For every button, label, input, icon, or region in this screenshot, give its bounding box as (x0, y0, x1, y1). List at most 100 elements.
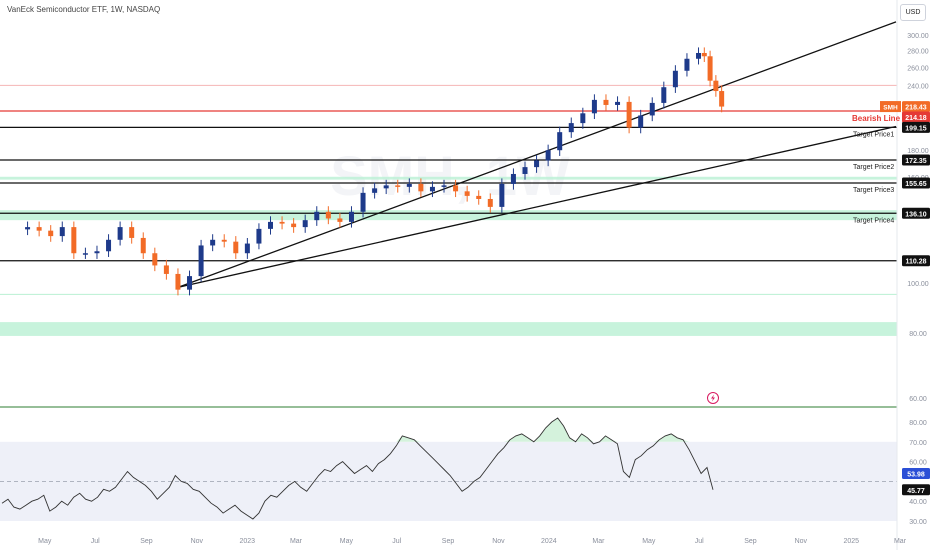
candle-body (499, 183, 505, 207)
target-price-tag-3: 155.65 (905, 181, 927, 188)
rsi-value-tag-2-bg (902, 484, 930, 496)
candle-body (707, 56, 713, 81)
candle-body (510, 173, 516, 184)
time-axis-label: Mar (290, 538, 303, 545)
lightning-icon (711, 394, 715, 402)
time-axis-label: May (340, 538, 354, 545)
candle-body (348, 211, 354, 222)
time-axis-label: Sep (744, 538, 757, 545)
price-tick-label: 60.00 (909, 396, 927, 403)
candle-body (429, 186, 435, 192)
price-tick-label: 260.00 (907, 65, 929, 72)
candle-body (337, 218, 343, 222)
candle-body (140, 237, 146, 254)
candle-body (545, 150, 551, 161)
candle-body (198, 245, 204, 277)
price-tick-label: 100.00 (907, 281, 929, 288)
candle-body (221, 239, 227, 242)
target-label-3: Target Price3 (853, 187, 894, 194)
rsi-value-tag-2: 45.77 (907, 488, 925, 495)
candle-body (487, 198, 493, 207)
time-axis-label: Sep (140, 538, 153, 545)
price-tick-label: 280.00 (907, 49, 929, 56)
candle-body (383, 185, 389, 189)
target-price-tag-5: 110.28 (905, 259, 926, 266)
price-tick-label: 180.00 (907, 148, 929, 155)
target-price-tag-2-bg (902, 154, 930, 166)
trendline-2 (177, 125, 897, 288)
candle-body (580, 113, 586, 124)
candle-body (557, 132, 563, 151)
candle-body (59, 227, 65, 237)
target-label-1: Target Price1 (853, 131, 894, 138)
candle-body (48, 230, 54, 237)
candle-body (418, 183, 424, 192)
candle-body (464, 191, 470, 196)
candle-body (71, 227, 77, 254)
time-axis-label: Nov (492, 538, 505, 545)
time-axis-label: Sep (442, 538, 455, 545)
time-axis-label: Jul (91, 538, 100, 545)
time-axis-label: 2023 (239, 538, 255, 545)
candle-body (713, 80, 719, 92)
candle-body (701, 52, 707, 57)
time-axis-label: Mar (592, 538, 605, 545)
candle-body (325, 211, 331, 219)
bearish-price-label-bg (902, 111, 930, 123)
candle-body (279, 221, 285, 224)
candle-body (476, 195, 482, 199)
candle-body (568, 123, 574, 133)
candle-body (372, 188, 378, 193)
support-zone-0 (0, 176, 897, 180)
candle-body (25, 227, 31, 230)
target-price-tag-3-bg (902, 177, 930, 189)
candle-body (117, 227, 123, 240)
candle-body (233, 241, 239, 254)
candle-body (267, 221, 273, 229)
time-axis-label: 2024 (541, 538, 557, 545)
candle-body (719, 91, 725, 107)
target-price-tag-4: 136.10 (905, 211, 927, 218)
candle-body (129, 227, 135, 238)
candle-body (82, 253, 88, 255)
candle-body (522, 167, 528, 174)
target-price-tag-4-bg (902, 207, 930, 219)
price-tick-label: 300.00 (907, 33, 929, 40)
currency-selector[interactable]: USD (900, 4, 926, 21)
rsi-tick-label: 30.00 (909, 519, 927, 526)
candle-body (36, 227, 42, 231)
bearish-line-label: Bearish Line (852, 114, 901, 123)
candle-body (106, 239, 112, 252)
candle-body (395, 185, 401, 187)
chart-title: VanEck Semiconductor ETF, 1W, NASDAQ (7, 5, 161, 14)
candle-body (94, 251, 100, 254)
candle-body (187, 276, 193, 290)
target-price-tag-2: 172.35 (905, 158, 927, 165)
time-axis-label: May (642, 538, 656, 545)
candle-body (256, 228, 262, 244)
rsi-tick-label: 70.00 (909, 440, 927, 447)
target-price-tag-1: 199.15 (905, 125, 927, 132)
target-price-tag-1-bg (902, 121, 930, 133)
candle-body (406, 183, 412, 187)
trendline-1 (177, 21, 897, 288)
target-label-4: Target Price4 (853, 217, 894, 224)
candle-body (696, 52, 702, 59)
time-axis-label: Jul (695, 538, 704, 545)
candle-body (615, 101, 621, 105)
candle-body (638, 115, 644, 128)
candle-body (302, 220, 308, 228)
rsi-tick-label: 80.00 (909, 420, 927, 427)
candle-body (534, 160, 540, 168)
symbol-tag: SMH (883, 105, 898, 112)
time-axis-label: Nov (795, 538, 808, 545)
target-price-tag-5-bg (902, 255, 930, 267)
candle-body (152, 253, 158, 266)
candle-body (291, 223, 297, 228)
price-tick-label: 80.00 (909, 331, 927, 338)
candle-body (175, 273, 181, 290)
candle-body (603, 99, 609, 105)
candle-body (244, 243, 250, 254)
